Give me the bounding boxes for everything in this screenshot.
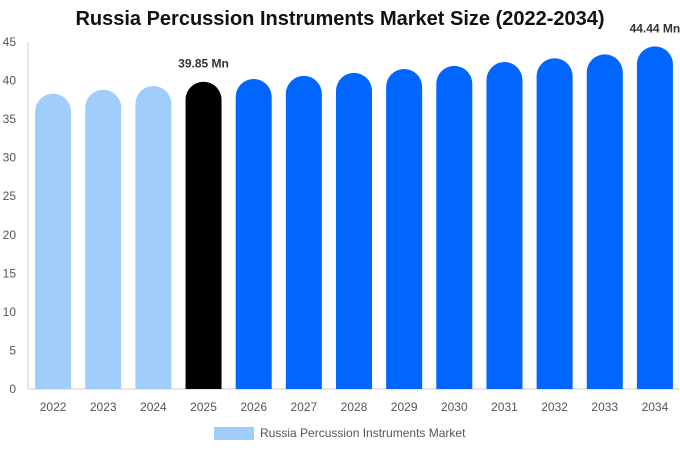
y-tick-label: 30 [3,151,17,165]
bar-2025[interactable] [185,81,222,389]
legend-label: Russia Percussion Instruments Market [260,426,466,440]
x-tick-label: 2029 [391,400,418,414]
data-label: 39.85 Mn [178,57,229,71]
x-tick-label: 2031 [491,400,518,414]
bar-2029[interactable] [386,68,423,390]
bar-2023[interactable] [85,89,122,389]
x-tick-label: 2027 [290,400,317,414]
x-tick-label: 2023 [90,400,117,414]
x-tick-label: 2033 [591,400,618,414]
x-tick-label: 2034 [642,400,669,414]
x-tick-label: 2025 [190,400,217,414]
x-tick-label: 2026 [240,400,267,414]
bar-2030[interactable] [436,65,473,389]
legend[interactable]: Russia Percussion Instruments Market [214,425,465,441]
bar-2032[interactable] [536,58,573,390]
bar-2027[interactable] [285,75,322,389]
x-tick-label: 2030 [441,400,468,414]
x-tick-label: 2032 [541,400,568,414]
y-tick-label: 15 [3,266,17,280]
legend-swatch [214,426,254,440]
x-tick-label: 2028 [341,400,368,414]
bar-2028[interactable] [336,72,372,389]
y-tick-label: 40 [3,74,17,88]
x-tick-label: 2024 [140,400,167,414]
y-tick-label: 35 [3,112,17,126]
y-tick-label: 45 [3,35,17,49]
bar-2022[interactable] [35,93,72,390]
data-label: 44.44 Mn [630,21,680,35]
bar-2033[interactable] [586,54,623,390]
x-tick-label: 2022 [40,400,67,414]
bar-2024[interactable] [135,85,172,389]
y-tick-label: 5 [9,343,16,357]
bar-2026[interactable] [235,79,272,389]
y-tick-label: 20 [3,228,17,242]
y-tick-label: 10 [3,305,17,319]
y-tick-label: 0 [9,382,16,396]
y-tick-label: 25 [3,189,17,203]
chart-title: Russia Percussion Instruments Market Siz… [75,8,605,30]
bar-2031[interactable] [486,62,523,390]
bar-2034[interactable] [636,46,673,389]
